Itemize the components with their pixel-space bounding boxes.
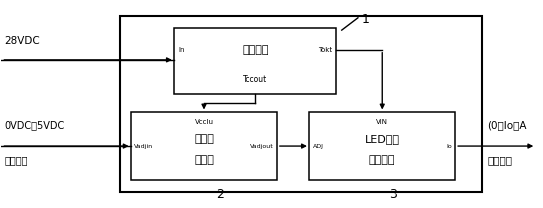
Text: Vadjout: Vadjout <box>250 144 274 149</box>
Text: 滤波电路: 滤波电路 <box>242 45 269 55</box>
Text: 3: 3 <box>389 188 397 201</box>
Text: 驱动电路: 驱动电路 <box>369 155 395 165</box>
Text: 2: 2 <box>216 188 224 201</box>
Text: 理电路: 理电路 <box>194 155 214 165</box>
Bar <box>131 112 277 180</box>
Text: 1: 1 <box>362 13 370 26</box>
Text: LED恒流: LED恒流 <box>365 134 400 144</box>
Text: 0VDC～5VDC: 0VDC～5VDC <box>4 121 64 131</box>
Text: Tccout: Tccout <box>243 75 267 84</box>
Text: ADJ: ADJ <box>313 144 324 149</box>
Text: 28VDC: 28VDC <box>4 36 40 46</box>
Text: 可调电流: 可调电流 <box>488 155 513 165</box>
Bar <box>310 112 455 180</box>
Bar <box>174 28 336 94</box>
Text: VIN: VIN <box>376 119 388 125</box>
Text: 可调电压: 可调电压 <box>4 155 28 165</box>
Text: Tokt: Tokt <box>318 47 332 53</box>
Text: Vcclu: Vcclu <box>194 119 213 125</box>
Text: (0～Io）A: (0～Io）A <box>488 121 527 131</box>
Bar <box>120 16 482 192</box>
Text: Io: Io <box>447 144 452 149</box>
Text: 信号处: 信号处 <box>194 134 214 144</box>
Text: Vadjin: Vadjin <box>134 144 154 149</box>
Text: In: In <box>179 47 185 53</box>
